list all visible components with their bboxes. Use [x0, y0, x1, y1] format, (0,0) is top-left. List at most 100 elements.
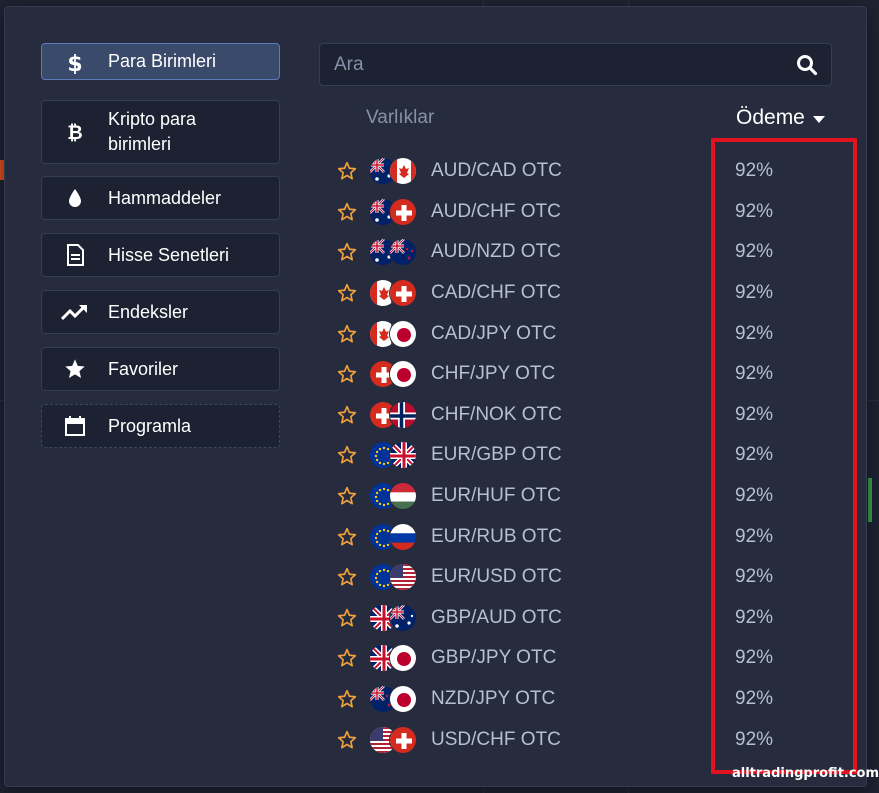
asset-row[interactable]: GBP/AUD OTC 92%	[327, 598, 827, 639]
svg-text:$: $	[67, 52, 82, 74]
switzerland-flag-icon	[389, 725, 417, 754]
payout-value: 92%	[735, 160, 774, 182]
category-hammaddeler[interactable]: Hammaddeler	[41, 176, 280, 220]
category-label: Para Birimleri	[108, 51, 217, 71]
asset-name: EUR/HUF OTC	[431, 485, 561, 507]
payout-value: 92%	[735, 322, 774, 344]
favorite-star-icon[interactable]	[327, 405, 367, 425]
payout-column-label: Ödeme	[736, 106, 805, 129]
category-para-birimleri[interactable]: $ Para Birimleri	[41, 43, 280, 80]
asset-row[interactable]: AUD/CHF OTC 92%	[327, 192, 827, 233]
favorite-star-icon[interactable]	[327, 283, 367, 303]
payout-value: 92%	[735, 444, 774, 466]
favorite-star-icon[interactable]	[327, 730, 367, 750]
favorite-star-icon[interactable]	[327, 608, 367, 628]
favorite-star-icon[interactable]	[327, 567, 367, 587]
united-kingdom-flag-icon	[389, 441, 417, 470]
category-programla[interactable]: Programla	[41, 404, 280, 448]
asset-row[interactable]: GBP/JPY OTC 92%	[327, 638, 827, 679]
category-label: Kripto para birimleri	[108, 109, 197, 154]
payout-value: 92%	[735, 403, 774, 425]
currency-flags	[369, 439, 425, 471]
asset-row[interactable]: EUR/GBP OTC 92%	[327, 435, 827, 476]
japan-flag-icon	[389, 360, 417, 389]
asset-name: CAD/JPY OTC	[431, 322, 557, 344]
payout-value: 92%	[735, 566, 774, 588]
category-label: Favoriler	[108, 358, 179, 379]
trend-up-icon	[42, 303, 108, 321]
category-label: Hisse Senetleri	[108, 244, 230, 265]
australia-flag-icon	[389, 603, 417, 632]
search-icon[interactable]	[783, 54, 831, 76]
asset-row[interactable]: NZD/JPY OTC 92%	[327, 679, 827, 720]
category-kripto-para-birimleri[interactable]: ₿ Kripto para birimleri	[41, 100, 280, 164]
asset-row[interactable]: CAD/JPY OTC 92%	[327, 313, 827, 354]
usa-flag-icon	[389, 563, 417, 592]
asset-name: CHF/JPY OTC	[431, 363, 556, 385]
asset-row[interactable]: AUD/CAD OTC 92%	[327, 151, 827, 192]
asset-name: EUR/RUB OTC	[431, 525, 562, 547]
search-input[interactable]	[334, 53, 783, 76]
currency-flags	[369, 642, 425, 674]
asset-name: NZD/JPY OTC	[431, 688, 556, 710]
favorite-star-icon[interactable]	[327, 689, 367, 709]
asset-row[interactable]: CHF/JPY OTC 92%	[327, 354, 827, 395]
currency-flags	[369, 683, 425, 715]
favorite-star-icon[interactable]	[327, 161, 367, 181]
currency-flags	[369, 602, 425, 634]
currency-flags	[369, 399, 425, 431]
norway-flag-icon	[389, 400, 417, 429]
asset-row[interactable]: EUR/USD OTC 92%	[327, 557, 827, 598]
asset-selector-panel: $ Para Birimleri ₿ Kripto para birimleri Ham…	[4, 6, 867, 787]
asset-row[interactable]: CAD/CHF OTC 92%	[327, 273, 827, 314]
category-label: Programla	[108, 415, 192, 436]
payout-sort-header[interactable]: Ödeme	[736, 106, 825, 130]
payout-value: 92%	[735, 363, 774, 385]
hungary-flag-icon	[389, 482, 417, 511]
asset-name: GBP/AUD OTC	[431, 606, 562, 628]
favorite-star-icon[interactable]	[327, 364, 367, 384]
favorite-star-icon[interactable]	[327, 202, 367, 222]
category-label: Hammaddeler	[108, 187, 222, 208]
payout-value: 92%	[735, 606, 774, 628]
currency-flags	[369, 155, 425, 187]
asset-name: CHF/NOK OTC	[431, 403, 562, 425]
payout-value: 92%	[735, 647, 774, 669]
currency-flags	[369, 561, 425, 593]
asset-name: USD/CHF OTC	[431, 728, 561, 750]
russia-flag-icon	[389, 522, 417, 551]
currency-flags	[369, 236, 425, 268]
favorite-star-icon[interactable]	[327, 527, 367, 547]
search-box[interactable]	[319, 43, 832, 86]
bitcoin-icon: ₿	[42, 120, 108, 144]
category-endeksler[interactable]: Endeksler	[41, 290, 280, 334]
asset-row[interactable]: CHF/NOK OTC 92%	[327, 395, 827, 436]
asset-name: AUD/CHF OTC	[431, 200, 561, 222]
category-hisse-senetleri[interactable]: Hisse Senetleri	[41, 233, 280, 277]
payout-value: 92%	[735, 241, 774, 263]
currency-flags	[369, 277, 425, 309]
asset-name: EUR/GBP OTC	[431, 444, 562, 466]
favorite-star-icon[interactable]	[327, 648, 367, 668]
payout-value: 92%	[735, 525, 774, 547]
japan-flag-icon	[389, 644, 417, 673]
japan-flag-icon	[389, 685, 417, 714]
asset-row[interactable]: AUD/NZD OTC 92%	[327, 232, 827, 273]
currency-flags	[369, 480, 425, 512]
svg-text:₿: ₿	[67, 122, 82, 144]
payout-value: 92%	[735, 728, 774, 750]
asset-row[interactable]: EUR/RUB OTC 92%	[327, 516, 827, 557]
currency-flags	[369, 196, 425, 228]
favorite-star-icon[interactable]	[327, 486, 367, 506]
currency-flags	[369, 358, 425, 390]
asset-row[interactable]: USD/CHF OTC 92%	[327, 719, 827, 760]
caret-down-icon	[812, 106, 825, 130]
asset-row[interactable]: EUR/HUF OTC 92%	[327, 476, 827, 517]
favorite-star-icon[interactable]	[327, 445, 367, 465]
category-favoriler[interactable]: Favoriler	[41, 347, 280, 391]
favorite-star-icon[interactable]	[327, 242, 367, 262]
favorite-star-icon[interactable]	[327, 324, 367, 344]
asset-name: CAD/CHF OTC	[431, 282, 561, 304]
payout-value: 92%	[735, 200, 774, 222]
payout-value: 92%	[735, 688, 774, 710]
